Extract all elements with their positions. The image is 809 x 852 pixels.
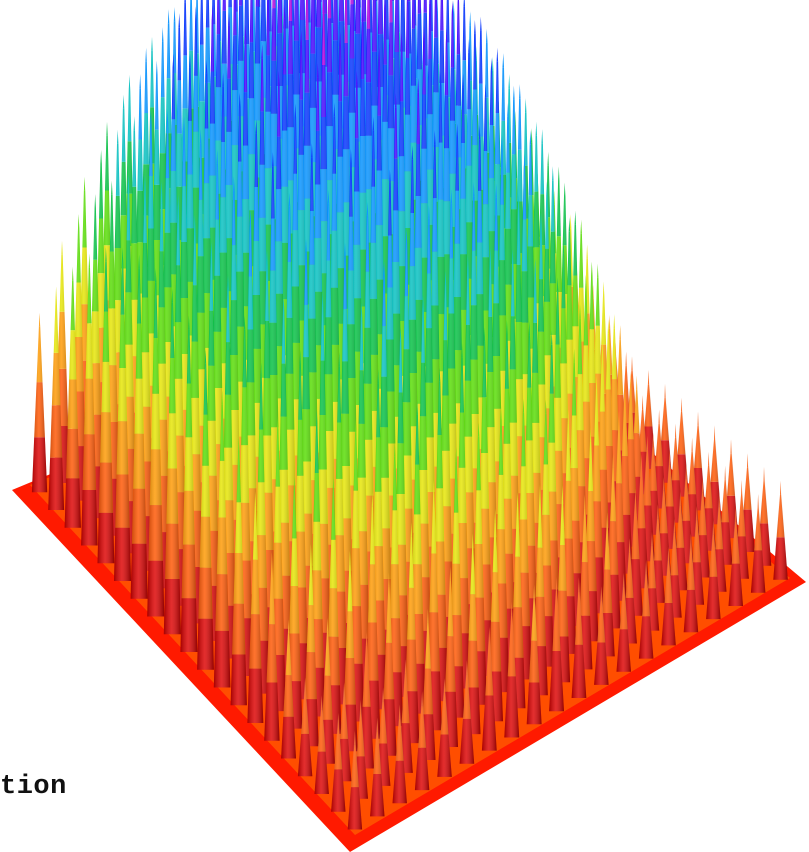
spike-shading bbox=[750, 494, 766, 593]
spike bbox=[197, 349, 214, 670]
spike-shading bbox=[31, 312, 48, 493]
spike-shading bbox=[465, 533, 481, 735]
spike-shading bbox=[594, 586, 609, 685]
spike-shading bbox=[81, 253, 98, 546]
spike-shading bbox=[370, 717, 385, 817]
spike bbox=[31, 312, 48, 493]
spike-shading bbox=[549, 576, 564, 712]
spike-shading bbox=[130, 254, 148, 599]
spike bbox=[303, 544, 319, 747]
spike-shading bbox=[481, 626, 497, 751]
spike bbox=[459, 660, 475, 764]
spike bbox=[180, 315, 198, 652]
spike bbox=[549, 576, 564, 712]
spike bbox=[594, 586, 609, 685]
spike bbox=[370, 717, 385, 817]
spike bbox=[347, 730, 363, 830]
spike-shading bbox=[180, 315, 198, 652]
spike bbox=[526, 584, 542, 725]
spike bbox=[213, 390, 231, 688]
spike bbox=[97, 247, 115, 564]
spike bbox=[264, 552, 280, 741]
spike bbox=[661, 546, 676, 646]
spike bbox=[728, 507, 743, 606]
spike-shading bbox=[414, 691, 430, 791]
spike bbox=[130, 254, 148, 599]
caption-text: tion bbox=[0, 772, 67, 802]
spike-shading bbox=[437, 678, 452, 777]
spike-shading bbox=[442, 566, 458, 747]
spikes-group bbox=[31, 0, 788, 830]
spike-shading bbox=[347, 730, 363, 830]
spike-shading bbox=[147, 268, 165, 617]
spike bbox=[314, 695, 329, 794]
spike bbox=[392, 704, 407, 804]
spike-shading bbox=[163, 288, 181, 635]
spike-shading bbox=[247, 491, 264, 723]
spike-shading bbox=[504, 601, 520, 738]
spike-shading bbox=[638, 559, 654, 659]
spike-shading bbox=[230, 437, 247, 706]
spike bbox=[437, 678, 452, 777]
spike-shading bbox=[97, 247, 115, 564]
spike bbox=[683, 533, 699, 633]
spike-shading bbox=[381, 572, 397, 756]
spike bbox=[481, 626, 497, 751]
spike-shading bbox=[331, 713, 346, 812]
spike bbox=[48, 286, 65, 510]
spike-shading bbox=[281, 619, 296, 759]
spike bbox=[163, 288, 181, 635]
spike-shading bbox=[683, 533, 699, 633]
spike bbox=[773, 480, 788, 580]
spike-shading bbox=[526, 584, 542, 725]
spike-shading bbox=[403, 522, 420, 744]
spike bbox=[331, 713, 346, 812]
spike bbox=[81, 253, 98, 546]
spike bbox=[114, 247, 131, 581]
spike-shading bbox=[392, 704, 407, 804]
spike bbox=[638, 559, 654, 659]
spike bbox=[750, 494, 766, 593]
spike-shading bbox=[661, 546, 676, 646]
spike-shading bbox=[342, 550, 358, 752]
spike bbox=[616, 572, 631, 672]
spike-shading bbox=[616, 572, 631, 672]
spike bbox=[504, 601, 520, 738]
spike-shading bbox=[48, 286, 65, 510]
spike-shading bbox=[264, 552, 280, 741]
spike bbox=[706, 520, 721, 620]
spike bbox=[147, 268, 165, 617]
spike bbox=[465, 533, 481, 735]
spike-shading bbox=[314, 695, 329, 794]
spike bbox=[247, 491, 264, 723]
spike bbox=[414, 691, 430, 791]
spike-shading bbox=[114, 247, 131, 581]
spike-shading bbox=[706, 520, 721, 620]
spike-shading bbox=[303, 544, 319, 747]
spike-shading bbox=[64, 266, 81, 528]
spike bbox=[281, 619, 296, 759]
spike bbox=[571, 577, 587, 698]
spike-shading bbox=[571, 577, 587, 698]
spike bbox=[297, 677, 313, 777]
spike-shading bbox=[728, 507, 743, 606]
spike-shading bbox=[459, 660, 475, 764]
spike bbox=[64, 266, 81, 528]
spike-shading bbox=[297, 677, 313, 777]
spike bbox=[230, 437, 247, 706]
spike-shading bbox=[213, 390, 231, 688]
spike-shading bbox=[197, 349, 214, 670]
spike-shading bbox=[773, 480, 788, 580]
spike bbox=[381, 572, 397, 756]
